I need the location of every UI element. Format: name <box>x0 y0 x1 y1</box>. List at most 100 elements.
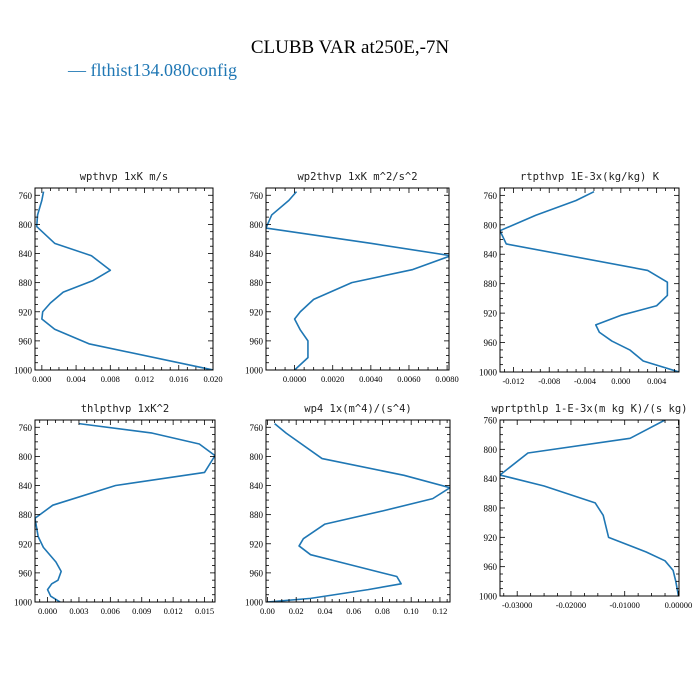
y-tick-label: 840 <box>250 249 264 259</box>
y-tick-label: 920 <box>250 539 264 549</box>
y-tick-label: 760 <box>250 191 264 201</box>
y-tick-label: 840 <box>250 481 264 491</box>
y-tick-label: 800 <box>250 452 264 462</box>
panel-title: wp4 1x(m^4)/(s^4) <box>304 403 411 415</box>
y-tick-label: 800 <box>19 452 33 462</box>
y-tick-label: 920 <box>484 309 498 319</box>
y-tick-label: 880 <box>484 279 498 289</box>
x-tick-label: 0.015 <box>195 606 214 616</box>
panel-5: wp4 1x(m^4)/(s^4)76080084088092096010000… <box>245 403 451 616</box>
panel-3: rtpthvp 1E-3x(kg/kg) K 760 800 840 880 920 960… <box>479 171 680 386</box>
series-line <box>267 423 450 602</box>
series-line <box>266 191 449 370</box>
panel-1: wpthvp 1xK m/s76080084088092096010000.00… <box>14 171 223 384</box>
y-tick-label: 1000 <box>479 368 498 378</box>
x-tick-label: 0.10 <box>404 606 419 616</box>
x-tick-label: -0.01000 <box>609 600 639 610</box>
x-tick-label: 0.08 <box>375 606 390 616</box>
y-tick-label: 880 <box>484 504 498 514</box>
x-tick-label: 0.012 <box>164 606 183 616</box>
x-tick-label: 0.04 <box>318 606 334 616</box>
y-tick-label: 920 <box>484 533 498 543</box>
series-line <box>500 190 679 372</box>
y-tick-label: 880 <box>19 278 33 288</box>
y-tick-label: 880 <box>250 510 264 520</box>
plot-frame <box>265 187 450 371</box>
y-tick-label: 960 <box>19 336 33 346</box>
panel-title: wprtpthlp 1-E-3x(m kg K)/(s kg) <box>492 403 688 415</box>
y-tick-label: 760 <box>19 423 33 433</box>
x-tick-label: 0.06 <box>346 606 361 616</box>
y-tick-label: 960 <box>484 338 498 348</box>
x-tick-label: 0.009 <box>132 606 151 616</box>
x-tick-label: 0.012 <box>135 374 154 384</box>
y-tick-label: 760 <box>484 416 498 426</box>
y-tick-label: 840 <box>484 474 498 484</box>
x-tick-label: 0.004 <box>647 376 667 386</box>
y-tick-label: 840 <box>484 250 498 260</box>
y-tick-label: 1000 <box>479 592 498 602</box>
y-tick-label: 800 <box>484 220 498 230</box>
y-tick-label: 760 <box>19 191 33 201</box>
x-tick-label: 0.02 <box>289 606 304 616</box>
y-tick-label: 960 <box>19 568 33 578</box>
x-tick-label: 0.0020 <box>321 374 344 384</box>
panel-4: thlpthvp 1xK^2 760 800 840 880 920 960 1000 0.00… <box>14 403 216 616</box>
x-tick-label: 0.000 <box>611 376 630 386</box>
y-tick-label: 800 <box>484 445 498 455</box>
x-tick-label: 0.0080 <box>435 374 458 384</box>
y-tick-label: 920 <box>19 307 33 317</box>
y-tick-label: 960 <box>250 568 264 578</box>
x-tick-label: -0.012 <box>502 376 524 386</box>
x-tick-label: -0.03000 <box>502 600 532 610</box>
y-tick-label: 840 <box>19 481 33 491</box>
y-tick-label: 760 <box>484 191 498 201</box>
panel-title: thlpthvp 1xK^2 <box>81 403 170 415</box>
x-tick-label: 0.016 <box>169 374 188 384</box>
y-tick-label: 920 <box>19 539 33 549</box>
panel-title: wpthvp 1xK m/s <box>80 171 169 183</box>
x-tick-label: -0.004 <box>574 376 597 386</box>
panel-6: wprtpthlp 1-E-3x(m kg K)/(s kg)760 800 840… <box>479 403 692 610</box>
x-tick-label: 0.000 <box>32 374 51 384</box>
y-tick-label: 960 <box>250 336 264 346</box>
x-tick-label: 0.008 <box>101 374 120 384</box>
plot-frame <box>34 187 214 371</box>
y-tick-label: 760 <box>250 423 264 433</box>
x-tick-label: 0.0060 <box>397 374 420 384</box>
legend-label: — flthist134.080config <box>67 60 237 80</box>
y-tick-label: 1000 <box>245 366 264 376</box>
y-tick-label: 880 <box>250 278 264 288</box>
y-tick-label: 840 <box>19 249 33 259</box>
y-tick-label: 800 <box>19 220 33 230</box>
panel-title: wp2thvp 1xK m^2/s^2 <box>297 171 417 183</box>
figure-title: CLUBB VAR at250E,-7N <box>251 37 450 58</box>
x-tick-label: 0.12 <box>433 606 448 616</box>
x-tick-label: 0.004 <box>67 374 87 384</box>
x-tick-label: 0.003 <box>69 606 88 616</box>
panel-title: rtpthvp 1E-3x(kg/kg) K <box>520 171 660 183</box>
y-tick-label: 920 <box>250 307 264 317</box>
series-line <box>35 422 215 602</box>
x-tick-label: 0.00 <box>260 606 275 616</box>
plot-frame <box>34 419 216 603</box>
x-tick-label: -0.008 <box>538 376 560 386</box>
x-tick-label: 0.00000 <box>665 600 693 610</box>
plot-frame <box>265 419 451 603</box>
x-tick-label: 0.0000 <box>283 374 306 384</box>
x-tick-label: 0.0040 <box>359 374 382 384</box>
y-tick-label: 800 <box>250 220 264 230</box>
plot-frame <box>499 187 680 373</box>
x-tick-label: 0.000 <box>38 606 57 616</box>
y-tick-label: 960 <box>484 562 498 572</box>
y-tick-label: 880 <box>19 510 33 520</box>
series-line <box>500 420 679 596</box>
y-tick-label: 1000 <box>14 366 33 376</box>
x-tick-label: 0.020 <box>203 374 222 384</box>
y-tick-label: 1000 <box>245 598 264 608</box>
panel-2: wp2thvp 1xK m^2/s^2 760 800 840 880 920 960 100… <box>245 171 459 384</box>
x-tick-label: 0.006 <box>101 606 120 616</box>
x-tick-label: -0.02000 <box>556 600 586 610</box>
